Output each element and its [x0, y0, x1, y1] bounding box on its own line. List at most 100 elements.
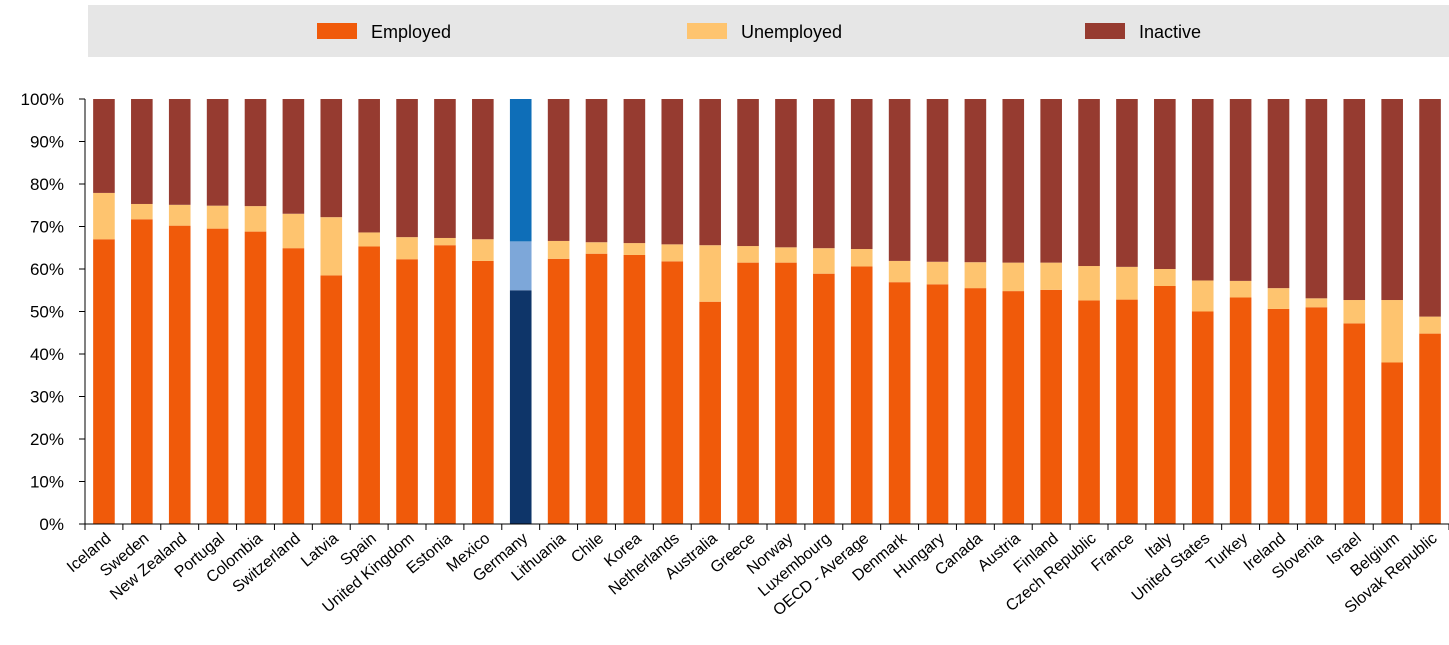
- bar-ireland-inactive: [1267, 99, 1290, 289]
- bar-new-zealand-inactive: [168, 99, 191, 205]
- bar-israel-inactive: [1343, 99, 1366, 301]
- bar-korea-inactive: [623, 99, 646, 244]
- bar-chile-unemployed: [585, 242, 608, 254]
- bar-finland-inactive: [1040, 99, 1062, 263]
- bar-mexico-unemployed: [472, 239, 494, 261]
- bar-norway-employed: [775, 262, 797, 524]
- legend-swatch-unemployed: [687, 23, 727, 39]
- bar-israel-unemployed: [1343, 300, 1366, 324]
- bar-germany-employed: [509, 290, 532, 524]
- bar-mexico-inactive: [472, 99, 494, 240]
- bar-hungary-inactive: [926, 99, 949, 262]
- bar-spain-unemployed: [358, 232, 380, 247]
- bar-slovenia-unemployed: [1305, 298, 1328, 308]
- bar-belgium-inactive: [1381, 99, 1403, 301]
- bar-canada-employed: [964, 288, 987, 524]
- bar-lithuania-inactive: [547, 99, 570, 241]
- legend: Employed Unemployed Inactive: [88, 5, 1449, 57]
- bar-france-employed: [1116, 299, 1138, 524]
- bar-latvia-employed: [320, 275, 343, 524]
- bar-latvia-unemployed: [320, 217, 343, 276]
- bar-slovak-republic-unemployed: [1419, 316, 1441, 334]
- y-tick-label: 10%: [30, 473, 64, 492]
- bar-finland-employed: [1040, 289, 1062, 524]
- y-tick-label: 90%: [30, 133, 64, 152]
- y-tick-label: 30%: [30, 388, 64, 407]
- bar-portugal-unemployed: [206, 205, 229, 229]
- bar-ireland-unemployed: [1267, 288, 1290, 309]
- y-tick-label: 0%: [39, 515, 64, 534]
- bar-iceland-inactive: [93, 99, 115, 193]
- bar-slovenia-employed: [1305, 307, 1328, 524]
- bar-colombia-inactive: [244, 99, 267, 207]
- bar-united-states-unemployed: [1191, 280, 1214, 312]
- bar-turkey-unemployed: [1229, 280, 1252, 298]
- y-tick-label: 20%: [30, 430, 64, 449]
- y-tick-label: 80%: [30, 175, 64, 194]
- bar-canada-unemployed: [964, 262, 987, 289]
- bar-czech-republic-employed: [1078, 300, 1100, 524]
- bar-mexico-employed: [472, 260, 494, 524]
- bar-spain-inactive: [358, 99, 380, 233]
- bar-lithuania-employed: [547, 258, 570, 524]
- bar-oecd-average-unemployed: [850, 249, 873, 267]
- bar-switzerland-unemployed: [282, 213, 305, 249]
- bar-united-states-inactive: [1191, 99, 1214, 281]
- bar-denmark-inactive: [888, 99, 911, 261]
- legend-swatch-employed: [317, 23, 357, 39]
- bar-canada-inactive: [964, 99, 987, 263]
- y-tick-label: 60%: [30, 260, 64, 279]
- bar-finland-unemployed: [1040, 262, 1062, 290]
- bar-italy-employed: [1154, 286, 1176, 524]
- bar-denmark-unemployed: [888, 260, 911, 283]
- x-category-label: Chile: [568, 530, 607, 567]
- bar-austria-employed: [1002, 291, 1025, 524]
- bar-new-zealand-unemployed: [168, 204, 191, 226]
- bar-oecd-average-inactive: [850, 99, 873, 250]
- bar-israel-employed: [1343, 323, 1366, 524]
- bar-korea-unemployed: [623, 243, 646, 255]
- bar-luxembourg-employed: [813, 273, 835, 524]
- bar-chile-employed: [585, 253, 608, 524]
- bar-united-states-employed: [1191, 311, 1214, 524]
- bar-switzerland-employed: [282, 248, 305, 525]
- bar-turkey-employed: [1229, 297, 1252, 524]
- y-tick-label: 70%: [30, 218, 64, 237]
- bar-austria-unemployed: [1002, 262, 1025, 292]
- bar-iceland-employed: [93, 239, 115, 524]
- bar-greece-employed: [737, 262, 759, 524]
- bar-colombia-employed: [244, 231, 267, 524]
- bar-germany-unemployed: [509, 241, 532, 291]
- bar-greece-inactive: [737, 99, 759, 247]
- bar-hungary-employed: [926, 284, 949, 524]
- bar-estonia-employed: [434, 245, 456, 524]
- bar-sweden-employed: [131, 219, 153, 524]
- bar-lithuania-unemployed: [547, 240, 570, 259]
- bar-spain-employed: [358, 246, 380, 524]
- bar-portugal-employed: [206, 228, 229, 524]
- bar-korea-employed: [623, 254, 646, 524]
- bar-greece-unemployed: [737, 246, 759, 263]
- bar-colombia-unemployed: [244, 206, 267, 232]
- bar-slovak-republic-inactive: [1419, 99, 1441, 317]
- legend-background: [88, 5, 1449, 57]
- bar-latvia-inactive: [320, 99, 343, 218]
- x-category-label: Latvia: [298, 530, 342, 571]
- bar-iceland-unemployed: [93, 192, 115, 240]
- bar-netherlands-unemployed: [661, 244, 684, 262]
- bar-chile-inactive: [585, 99, 608, 243]
- x-category-label: Turkey: [1203, 530, 1251, 574]
- bar-australia-employed: [699, 301, 721, 524]
- bar-united-kingdom-employed: [396, 259, 418, 524]
- bar-netherlands-inactive: [661, 99, 684, 245]
- legend-swatch-inactive: [1085, 23, 1125, 39]
- bars: [93, 99, 1441, 525]
- bar-united-kingdom-unemployed: [396, 237, 418, 260]
- legend-label-unemployed: Unemployed: [741, 22, 842, 42]
- bar-slovak-republic-employed: [1419, 333, 1441, 524]
- bar-luxembourg-unemployed: [813, 248, 835, 274]
- bar-united-kingdom-inactive: [396, 99, 418, 238]
- bar-oecd-average-employed: [850, 266, 873, 524]
